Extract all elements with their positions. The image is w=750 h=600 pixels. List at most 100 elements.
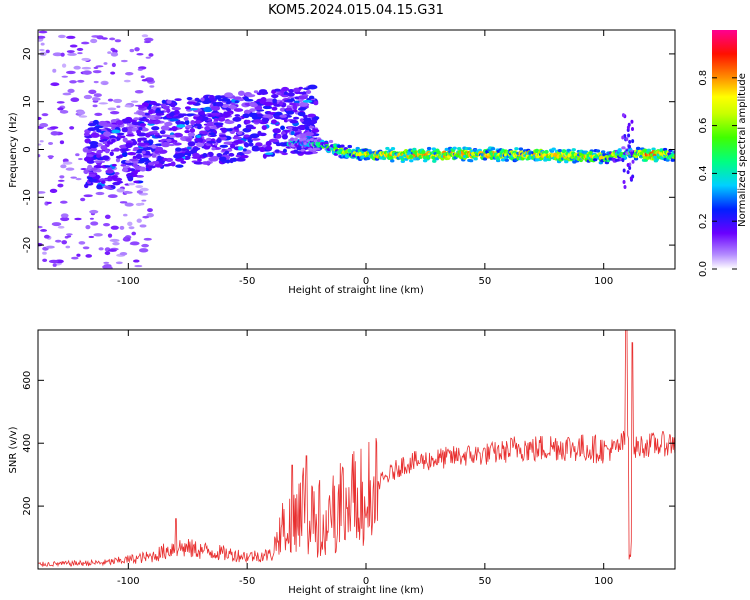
heatmap-cell (131, 121, 141, 126)
heatmap-cell (62, 92, 72, 96)
heatmap-cell (107, 98, 114, 102)
spectrogram-y-ticks: -20 -10 0 10 20 (22, 48, 675, 253)
heatmap-cell (209, 98, 217, 102)
heatmap-cell (564, 160, 569, 164)
heatmap-cell (245, 119, 251, 124)
heatmap-cell (41, 113, 49, 117)
heatmap-cell (208, 132, 216, 136)
heatmap-cell (626, 125, 630, 130)
heatmap-cell (135, 174, 145, 178)
heatmap-cell (160, 103, 167, 108)
heatmap-cell (80, 197, 86, 202)
heatmap-cell (233, 139, 243, 144)
heatmap-cell (116, 180, 124, 184)
heatmap-cell (103, 131, 111, 137)
heatmap-cell (93, 233, 103, 237)
heatmap-cell (258, 91, 269, 95)
heatmap-cell (40, 42, 45, 46)
heatmap-cell (468, 159, 474, 163)
heatmap-cell (237, 90, 245, 96)
heatmap-cell (155, 146, 164, 152)
heatmap-cell (287, 96, 296, 99)
heatmap-cell (85, 224, 91, 230)
heatmap-cell (347, 148, 352, 153)
heatmap-cell (385, 146, 390, 151)
heatmap-cell (184, 129, 191, 134)
heatmap-cell (107, 265, 113, 269)
heatmap-cell (271, 94, 279, 99)
heatmap-cell (137, 142, 147, 147)
heatmap-cell (426, 146, 432, 151)
heatmap-cell (432, 159, 437, 163)
heatmap-cell (232, 116, 242, 122)
heatmap-cell (132, 174, 138, 177)
heatmap-cell (77, 110, 86, 115)
heatmap-cell (599, 155, 604, 161)
heatmap-cell (626, 170, 630, 175)
heatmap-cell (208, 156, 217, 161)
heatmap-cell (50, 131, 59, 136)
heatmap-cell (625, 137, 629, 142)
heatmap-cell (110, 185, 116, 189)
x-tick-label: 100 (594, 576, 613, 587)
heatmap-cell (124, 104, 132, 108)
heatmap-cell (217, 117, 226, 122)
heatmap-cell (141, 243, 150, 248)
heatmap-cell (631, 139, 635, 144)
heatmap-cell (253, 90, 259, 94)
heatmap-cell (224, 92, 234, 98)
y-tick-label: 400 (22, 434, 33, 453)
heatmap-cell (228, 152, 235, 157)
heatmap-cell (107, 107, 117, 111)
heatmap-cell (131, 231, 137, 236)
heatmap-cell (263, 101, 273, 107)
heatmap-cell (168, 143, 175, 147)
heatmap-cell (246, 94, 256, 98)
heatmap-cell (52, 68, 57, 73)
heatmap-cell (65, 167, 75, 171)
heatmap-cell (170, 102, 176, 108)
heatmap-cell (390, 159, 395, 163)
heatmap-cell (143, 237, 152, 241)
heatmap-cell (60, 216, 70, 222)
colorbar-tick-label: 0.8 (698, 70, 709, 86)
heatmap-cell (88, 235, 95, 239)
heatmap-cell (67, 52, 77, 56)
heatmap-cell (77, 52, 83, 55)
heatmap-cell (129, 48, 135, 53)
colorbar-tick-label: 0.0 (698, 261, 709, 277)
heatmap-cell (286, 105, 291, 109)
heatmap-cell (215, 101, 224, 107)
heatmap-cell (243, 142, 250, 148)
heatmap-cell (259, 146, 266, 152)
heatmap-cell (151, 154, 157, 158)
heatmap-cell (646, 148, 652, 152)
heatmap-cell (119, 252, 128, 256)
heatmap-cell (308, 147, 313, 151)
heatmap-cell (193, 161, 204, 165)
heatmap-cell (146, 79, 154, 82)
heatmap-cell (298, 101, 309, 107)
heatmap-cell (111, 163, 117, 167)
x-tick-label: 0 (363, 276, 369, 287)
x-tick-label: -100 (117, 576, 140, 587)
heatmap-cell (90, 132, 100, 138)
y-tick-label: -20 (22, 237, 33, 253)
heatmap-cell (544, 149, 549, 154)
heatmap-cell (107, 194, 118, 199)
heatmap-cell (122, 168, 129, 172)
heatmap-cell (67, 88, 75, 94)
heatmap-cell (83, 132, 90, 137)
heatmap-cell (289, 137, 295, 142)
heatmap-cell (142, 146, 153, 151)
heatmap-cell (60, 200, 68, 204)
heatmap-cell (303, 151, 313, 155)
colorbar-tick-label: 0.4 (698, 165, 709, 181)
heatmap-cell (234, 100, 239, 104)
heatmap-cell (171, 107, 181, 111)
heatmap-cell (283, 91, 289, 96)
heatmap-cell (127, 151, 137, 156)
heatmap-cell (184, 119, 190, 126)
colorbar: 0.0 0.2 0.4 0.6 0.8 Normalized spectral ampl… (698, 30, 748, 277)
